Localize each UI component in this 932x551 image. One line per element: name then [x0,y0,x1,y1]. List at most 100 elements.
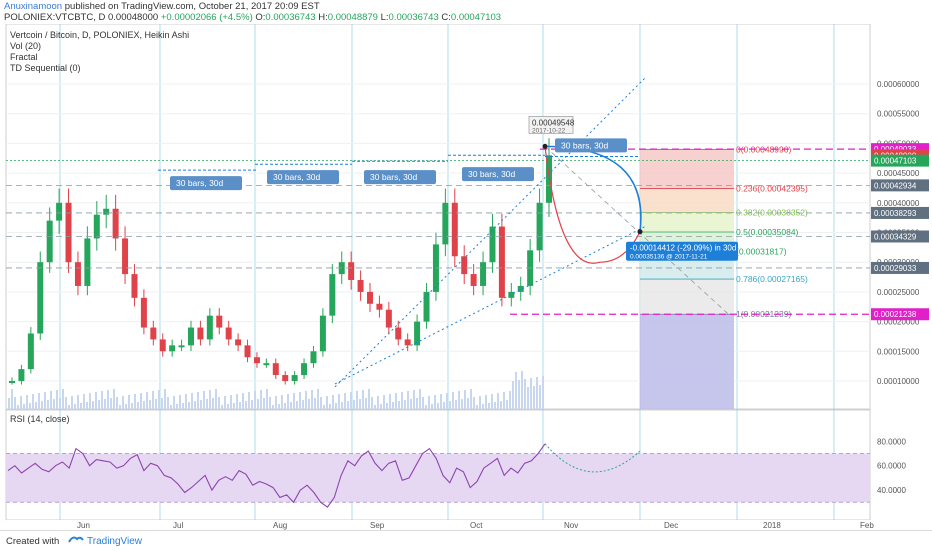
volume-bar [20,396,22,409]
candle-body [235,339,242,346]
rsi-label[interactable]: RSI (14, close) [10,414,70,424]
x-tick-label: 2018 [763,521,781,530]
candle-body [93,214,100,239]
author-link[interactable]: Anuxinamoon [4,1,63,12]
volume-bar [62,389,64,409]
volume-bar [527,387,529,409]
price-label-box [871,206,929,219]
x-tick-label: Nov [564,521,578,530]
volume-bar [515,372,517,409]
publish-line: Anuxinamoon published on TradingView.com… [4,1,320,12]
high-marker-box [528,116,574,134]
volume-bar [467,398,469,409]
candle-body [480,262,487,286]
candle-body [216,315,223,328]
volume-bar [107,390,109,409]
measure-label: 30 bars, 30d [561,140,609,150]
legend-vol[interactable]: Vol (20) [10,41,41,51]
volume-bar [488,403,490,409]
volume-bar [173,396,175,409]
candle-body [65,202,72,263]
candle-body [423,291,430,322]
tradingview-brand[interactable]: TradingView [68,534,142,547]
time-axis[interactable] [6,520,870,530]
volume-bar [344,393,346,409]
volume-bar [221,405,223,409]
volume-bar [260,390,262,409]
volume-bar [458,391,460,409]
candle-body [253,357,260,364]
volume-bar [110,398,112,409]
diagonal-line [544,146,731,316]
volume-bar [167,397,169,409]
volume-bar [155,399,157,409]
volume-bar [179,395,181,409]
volume-bar [212,398,214,409]
candle-body [291,375,298,381]
candle-body [244,345,251,358]
high-marker-date: 2017-10-22 [532,127,566,134]
price-label: 0.00047103 [874,157,917,166]
legend-fractal[interactable]: Fractal [10,52,38,62]
x-tick-label: Dec [664,521,678,530]
volume-bar [374,405,376,409]
target-point [637,229,643,235]
volume-bar [410,399,412,409]
candle-body [461,256,468,275]
x-tick-label: Aug [273,521,287,530]
high-point [542,143,548,149]
volume-bar [320,397,322,409]
low-value: 0.00036743 [388,12,439,23]
volume-bar [392,402,394,409]
legend-title: Vertcoin / Bitcoin, D, POLONIEX, Heikin … [10,30,189,40]
measure-label: 30 bars, 30d [273,172,321,182]
volume-bar [233,403,235,409]
volume-bar [311,390,313,409]
volume-bar [143,401,145,409]
volume-bar [278,404,280,409]
legend-td[interactable]: TD Sequential (0) [10,63,81,73]
volume-bar [383,395,385,409]
volume-bar [71,396,73,409]
volume-bar [296,401,298,409]
candle-body [432,244,439,292]
fib-label: 0.786(0.00027165) [736,274,808,284]
candle-body [282,375,289,381]
x-tick-label: Feb [860,521,874,530]
volume-bar [407,391,409,409]
volume-bar [419,389,421,409]
candle-body [9,381,15,383]
volume-bar [242,393,244,409]
volume-bar [116,397,118,409]
volume-bar [41,401,43,409]
volume-bar [428,396,430,409]
volume-bar [29,403,31,409]
high-label: H: [318,12,328,23]
volume-bar [455,400,457,409]
measure-box [462,167,534,182]
candle-body [188,327,194,346]
chart-canvas[interactable]: 0(0.00048990)0.236(0.00042395)0.382(0.00… [0,24,932,530]
fib-zone [640,212,734,233]
price-label-box [871,261,929,274]
fib-zone [640,279,734,315]
volume-bar [299,392,301,409]
volume-bar [26,395,28,409]
candle-body [197,327,204,340]
measure-label: 30 bars, 30d [176,178,224,188]
volume-bar [158,390,160,409]
volume-bar [149,400,151,409]
volume-bar [524,379,526,409]
volume-bar [218,397,220,409]
price-axis[interactable] [870,24,932,530]
volume-bar [188,402,190,409]
y-tick-label: 0.00055000 [877,110,920,119]
volume-bar [44,392,46,409]
volume-bar [185,394,187,409]
candle-body [517,285,524,292]
volume-bar [128,395,130,409]
candle-body [498,226,505,298]
measure-label: 30 bars, 30d [370,172,418,182]
volume-bar [275,396,277,409]
volume-bar [512,381,514,409]
